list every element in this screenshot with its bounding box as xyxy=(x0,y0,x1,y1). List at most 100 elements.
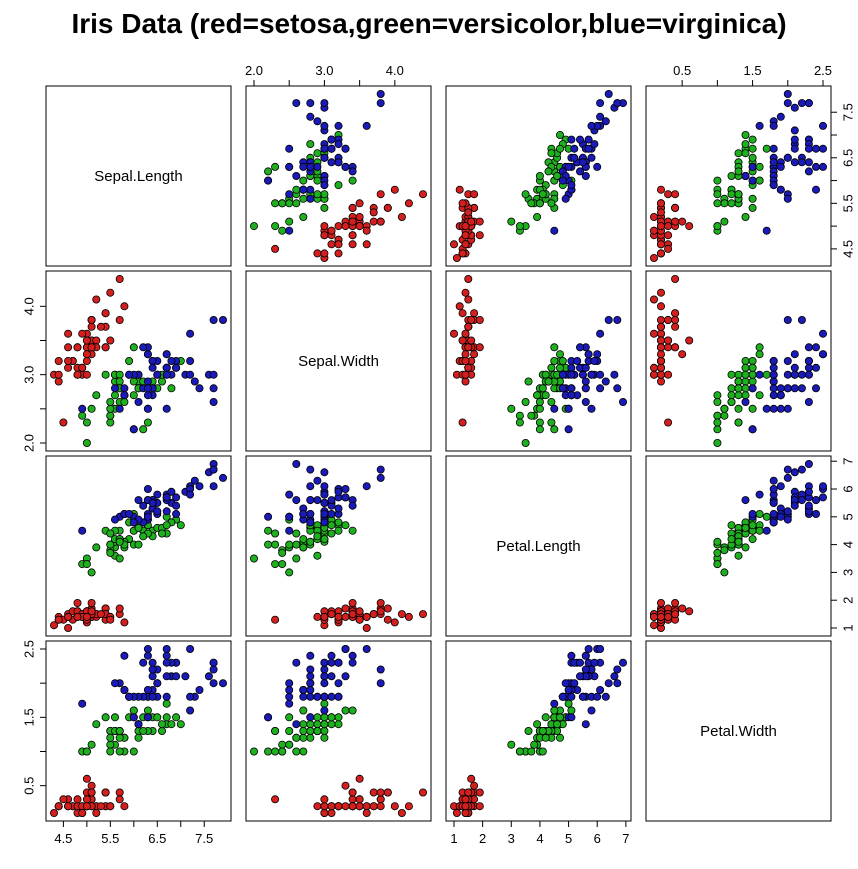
data-point-virginica xyxy=(134,397,143,406)
data-point-setosa xyxy=(87,599,96,608)
data-point-virginica xyxy=(550,226,559,235)
data-point-virginica xyxy=(613,99,622,108)
data-point-virginica xyxy=(78,699,87,708)
data-point-setosa xyxy=(461,350,470,359)
data-point-virginica xyxy=(327,692,336,701)
data-point-virginica xyxy=(167,487,176,496)
data-point-versicolor xyxy=(547,149,556,158)
data-point-setosa xyxy=(657,356,666,365)
data-point-virginica xyxy=(334,658,343,667)
data-point-versicolor xyxy=(320,727,329,736)
data-point-setosa xyxy=(334,802,343,811)
data-point-setosa xyxy=(271,615,280,624)
data-point-versicolor xyxy=(748,144,757,153)
data-point-setosa xyxy=(64,802,73,811)
data-point-virginica xyxy=(593,350,602,359)
data-point-versicolor xyxy=(515,222,524,231)
data-point-virginica xyxy=(341,645,350,654)
data-point-setosa xyxy=(390,618,399,627)
data-point-setosa xyxy=(92,809,101,818)
data-point-versicolor xyxy=(313,720,322,729)
data-point-virginica xyxy=(320,468,329,477)
data-point-virginica xyxy=(819,144,828,153)
data-point-setosa xyxy=(475,802,484,811)
data-point-setosa xyxy=(106,802,115,811)
data-point-versicolor xyxy=(249,222,258,231)
data-point-setosa xyxy=(461,222,470,231)
tick-label: 1.5 xyxy=(744,63,762,78)
data-point-virginica xyxy=(190,476,199,485)
data-point-setosa xyxy=(455,185,464,194)
data-point-setosa xyxy=(82,774,91,783)
data-point-virginica xyxy=(195,384,204,393)
data-point-versicolor xyxy=(139,727,148,736)
data-point-versicolor xyxy=(106,747,115,756)
tick-label: 4 xyxy=(536,831,543,846)
data-point-virginica xyxy=(320,672,329,681)
data-point-virginica xyxy=(769,476,778,485)
data-point-versicolor xyxy=(285,568,294,577)
data-point-virginica xyxy=(186,645,195,654)
data-point-versicolor xyxy=(741,523,750,532)
data-point-virginica xyxy=(186,706,195,715)
data-point-virginica xyxy=(313,162,322,171)
data-point-setosa xyxy=(96,610,105,619)
panel-petal-length-vs-sepal-width xyxy=(245,455,432,637)
panel-petal-width-vs-petal-width: Petal.Width xyxy=(645,640,832,822)
data-point-setosa xyxy=(685,607,694,616)
data-point-setosa xyxy=(355,615,364,624)
data-point-setosa xyxy=(271,244,280,253)
data-point-setosa xyxy=(376,607,385,616)
data-point-virginica xyxy=(111,515,120,524)
data-point-setosa xyxy=(369,610,378,619)
tick-label: 7.5 xyxy=(195,831,213,846)
data-point-versicolor xyxy=(748,153,757,162)
data-point-versicolor xyxy=(139,532,148,541)
data-point-setosa xyxy=(404,802,413,811)
data-point-setosa xyxy=(685,222,694,231)
data-point-versicolor xyxy=(327,720,336,729)
data-point-virginica xyxy=(320,482,329,491)
data-point-setosa xyxy=(327,226,336,235)
data-point-virginica xyxy=(218,473,227,482)
data-point-virginica xyxy=(550,404,559,413)
data-point-virginica xyxy=(299,692,308,701)
data-point-versicolor xyxy=(334,713,343,722)
data-point-virginica xyxy=(320,665,329,674)
data-point-versicolor xyxy=(515,411,524,420)
data-point-setosa xyxy=(671,274,680,283)
data-point-virginica xyxy=(804,158,813,167)
data-point-versicolor xyxy=(157,720,166,729)
data-point-virginica xyxy=(804,144,813,153)
data-point-versicolor xyxy=(541,391,550,400)
data-point-virginica xyxy=(306,482,315,491)
data-point-setosa xyxy=(418,788,427,797)
data-point-virginica xyxy=(320,99,329,108)
data-point-setosa xyxy=(376,802,385,811)
data-point-setosa xyxy=(320,795,329,804)
data-point-setosa xyxy=(369,788,378,797)
data-point-setosa xyxy=(348,599,357,608)
data-point-virginica xyxy=(590,356,599,365)
tick-label: 0.5 xyxy=(673,63,691,78)
data-point-setosa xyxy=(464,274,473,283)
data-point-virginica xyxy=(78,526,87,535)
data-point-virginica xyxy=(561,194,570,203)
data-point-setosa xyxy=(320,231,329,240)
data-point-setosa xyxy=(475,217,484,226)
data-point-virginica xyxy=(578,370,587,379)
data-point-versicolor xyxy=(320,733,329,742)
data-point-versicolor xyxy=(134,523,143,532)
data-point-virginica xyxy=(593,692,602,701)
data-point-setosa xyxy=(87,788,96,797)
data-point-versicolor xyxy=(527,747,536,756)
data-point-versicolor xyxy=(713,560,722,569)
data-point-virginica xyxy=(561,679,570,688)
data-point-setosa xyxy=(327,802,336,811)
data-point-setosa xyxy=(87,322,96,331)
data-point-virginica xyxy=(601,692,610,701)
data-point-virginica xyxy=(581,384,590,393)
data-point-versicolor xyxy=(134,733,143,742)
data-point-versicolor xyxy=(271,199,280,208)
data-point-versicolor xyxy=(727,397,736,406)
